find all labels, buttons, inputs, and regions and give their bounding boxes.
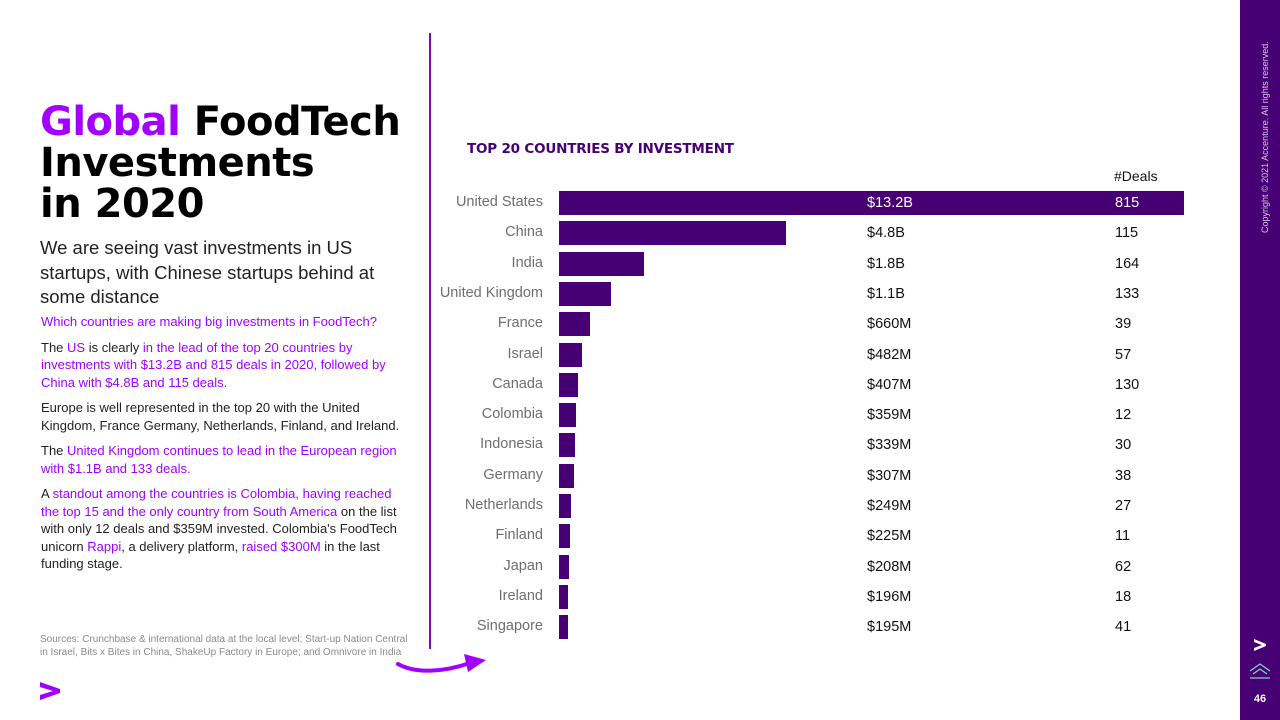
country-label: Ireland [498, 587, 543, 604]
investment-bar [559, 372, 579, 397]
p4-a: A [41, 486, 53, 501]
country-label: United Kingdom [439, 284, 543, 301]
deals-label: 57 [1115, 346, 1132, 363]
p3-uk: United Kingdom continues to lead in the … [41, 443, 397, 476]
page-number: 46 [1253, 693, 1267, 705]
question-text: Which countries are making big investmen… [41, 314, 377, 329]
amount-label: $339M [867, 437, 912, 454]
brush-arrow-icon [396, 654, 486, 673]
country-label: France [497, 315, 543, 332]
deals-column-header: #Deals [1114, 168, 1158, 184]
investment-bar [559, 191, 1184, 215]
chart-title: TOP 20 COUNTRIES BY INVESTMENT [467, 141, 734, 157]
deals-label: 115 [1115, 225, 1139, 242]
deals-label: 27 [1115, 498, 1132, 514]
p4-g: in the last funding stage. [41, 538, 380, 572]
amount-label: $225M [867, 528, 912, 545]
investment-bar [559, 584, 569, 609]
country-label: Netherlands [464, 497, 543, 513]
title-accent: Global [40, 99, 181, 145]
body-text: Which countries are making big investmen… [41, 313, 401, 581]
title-line2: Investments [40, 140, 315, 186]
deals-label: 12 [1115, 407, 1132, 424]
country-label: India [511, 254, 543, 271]
p1-a: The [41, 339, 68, 355]
country-label: Israel [507, 345, 543, 362]
amount-label: $249M [867, 498, 912, 514]
country-label: China [505, 224, 543, 241]
sources-note: Sources: Crunchbase & international data… [40, 634, 408, 658]
deals-label: 11 [1115, 528, 1131, 545]
deals-label: 164 [1115, 255, 1140, 272]
paragraph-uk: The United Kingdom continues to lead in … [41, 442, 401, 477]
investment-bar [559, 524, 570, 549]
p4-rappi: Rappi [87, 538, 122, 554]
country-label: Colombia [481, 406, 543, 423]
deals-label: 62 [1115, 558, 1132, 575]
sidebar [1240, 0, 1280, 720]
deals-label: 41 [1115, 619, 1132, 636]
amount-label: $4.8B [867, 225, 905, 242]
amount-label: $195M [867, 619, 912, 636]
investment-bar [559, 494, 571, 518]
amount-label: $1.8B [867, 255, 905, 272]
investment-bar [559, 281, 612, 306]
country-label: Finland [495, 527, 543, 544]
investment-bar [559, 342, 582, 367]
amount-label: $1.1B [867, 285, 905, 302]
country-label: Japan [503, 557, 543, 574]
investment-bar [559, 433, 576, 458]
p1-us: US [67, 339, 86, 355]
investment-bar [559, 463, 574, 488]
p4-e: , a delivery platform, [121, 538, 242, 554]
title-line3: in 2020 [40, 181, 204, 227]
deals-label: 18 [1115, 588, 1132, 605]
country-label: Indonesia [480, 436, 543, 453]
investment-bar [559, 221, 787, 246]
title-line1-rest: FoodTech [180, 99, 401, 145]
p4-c: on the list with only 12 deals and $359M… [41, 503, 397, 554]
country-label: Canada [492, 375, 543, 392]
p4-standout: standout among the countries is Colombia… [41, 486, 392, 519]
deals-label: 38 [1115, 467, 1132, 484]
deals-label: 39 [1115, 316, 1132, 333]
amount-label: $359M [867, 407, 912, 424]
sidebar-logo-icon [1254, 639, 1266, 651]
amount-label: $660M [867, 316, 912, 333]
amount-label: $196M [867, 588, 912, 605]
p3-a: The [41, 443, 68, 458]
investment-bar [559, 312, 591, 337]
amount-label: $13.2B [867, 195, 913, 211]
investment-bar [559, 403, 576, 428]
amount-label: $407M [867, 376, 912, 393]
country-label: Germany [483, 466, 543, 483]
vertical-divider [429, 33, 431, 649]
investment-bar [559, 251, 645, 276]
mountain-icon [1249, 663, 1271, 679]
p1-c: is clearly [85, 339, 143, 355]
amount-label: $208M [867, 558, 912, 575]
copyright-text: Copyright © 2021 Accenture. All rights r… [1260, 41, 1270, 233]
country-label: United States [455, 194, 543, 210]
deals-label: 30 [1115, 437, 1132, 454]
investment-bar [559, 554, 569, 579]
paragraph-europe: Europe is well represented in the top 20… [41, 400, 400, 433]
paragraph-us: The US is clearly in the lead of the top… [41, 339, 401, 392]
p4-raised: raised $300M [241, 538, 321, 554]
country-label: Singapore [476, 618, 543, 635]
paragraph-colombia: A standout among the countries is Colomb… [41, 485, 401, 573]
deals-label: 133 [1115, 285, 1140, 302]
p1-lead: in the lead of the top 20 countries by i… [41, 339, 386, 390]
lede-text: We are seeing vast investments in US sta… [40, 237, 375, 307]
amount-label: $307M [867, 467, 912, 484]
deals-label: 130 [1115, 376, 1140, 393]
amount-label: $482M [867, 346, 912, 363]
page-title: Global FoodTech Investments in 2020 [40, 102, 420, 225]
accenture-logo-icon [40, 682, 60, 700]
investment-bar [559, 615, 569, 640]
deals-label: 815 [1115, 195, 1140, 211]
